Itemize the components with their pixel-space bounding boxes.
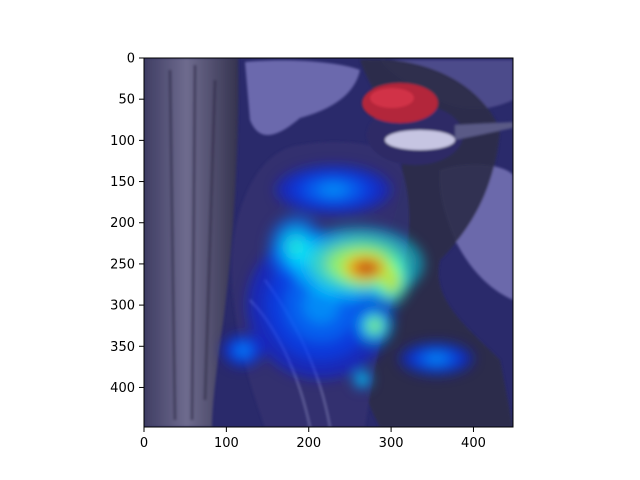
heat-blob — [358, 262, 375, 274]
y-tick-label: 50 — [118, 93, 135, 108]
sky-patch — [245, 60, 360, 136]
x-tick-label: 0 — [140, 436, 148, 451]
y-tick-label: 350 — [110, 340, 135, 355]
y-tick-label: 150 — [110, 175, 135, 190]
heat-blob — [370, 321, 380, 331]
image-layer — [144, 58, 513, 427]
y-axis: 0 50 100 150 200 250 300 350 400 — [110, 52, 144, 396]
heat-blob — [237, 346, 248, 355]
x-axis: 0 100 200 300 400 — [140, 427, 486, 451]
y-tick-label: 300 — [110, 299, 135, 314]
x-tick-label: 200 — [296, 436, 321, 451]
x-tick-label: 400 — [461, 436, 486, 451]
axes: 0 100 200 300 400 0 50 100 150 200 250 300 350 400 — [110, 52, 514, 451]
bird-crest-highlight — [370, 88, 414, 108]
y-tick-label: 400 — [110, 381, 135, 396]
heat-blob — [359, 376, 365, 382]
x-tick-label: 300 — [379, 436, 404, 451]
bark-texture — [168, 64, 217, 421]
heat-blob — [319, 183, 348, 196]
tree-trunk — [144, 58, 239, 427]
y-tick-label: 250 — [110, 257, 135, 272]
y-tick-label: 200 — [110, 216, 135, 231]
bird-beak — [455, 122, 513, 140]
y-tick-label: 100 — [110, 134, 135, 149]
foliage — [356, 59, 513, 427]
axes-frame — [143, 57, 514, 428]
bird-cheek-stripe — [385, 130, 455, 150]
x-tick-label: 100 — [214, 436, 239, 451]
heat-blob — [427, 354, 446, 363]
heatmap-overlay — [222, 165, 474, 390]
y-tick-label: 0 — [127, 52, 135, 67]
